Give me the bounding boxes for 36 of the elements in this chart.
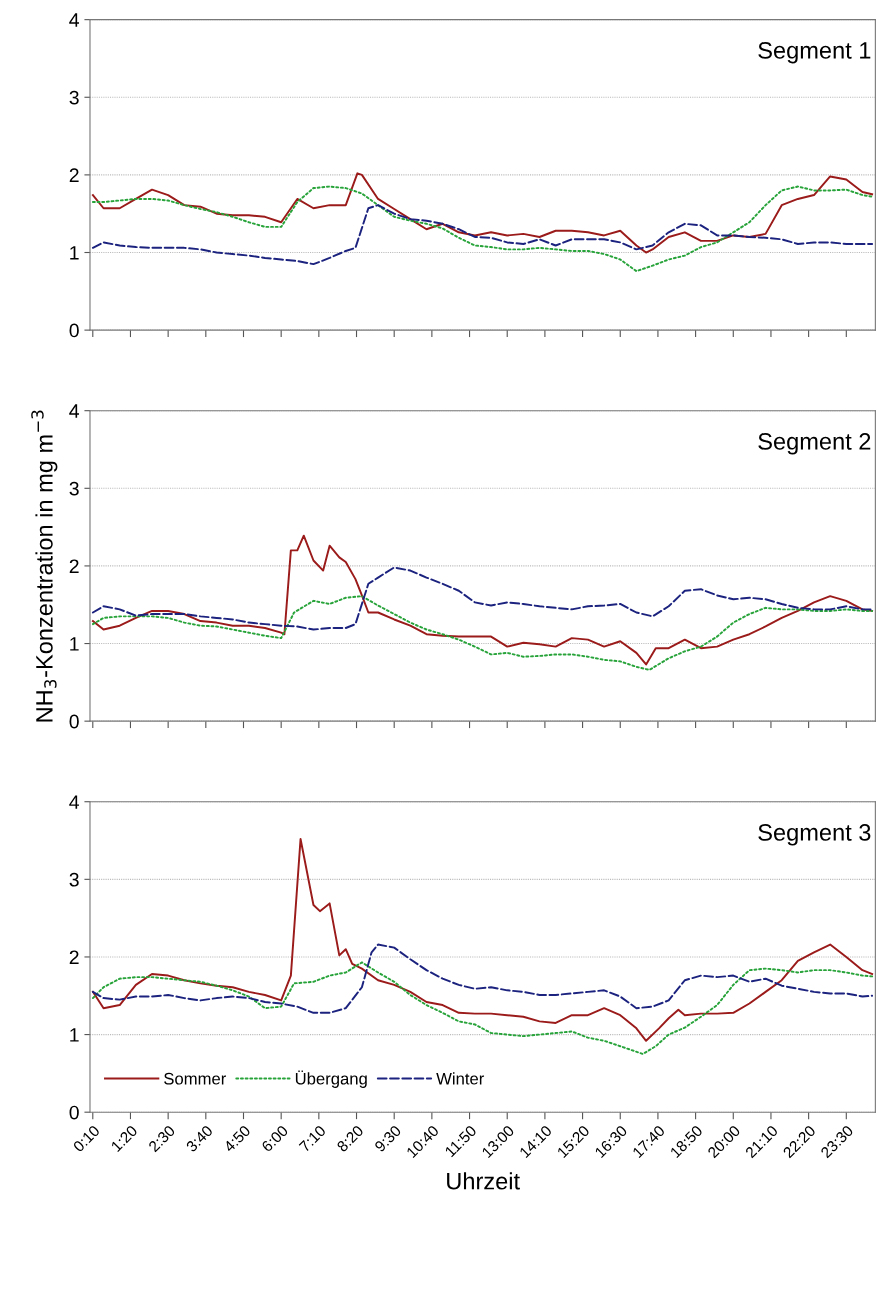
y-tick-label: 4 (69, 795, 80, 809)
line-series (91, 566, 874, 631)
y-tick-label: 3 (69, 90, 79, 105)
x-tick-label: 0:10 (72, 1124, 101, 1153)
x-tick-label: 4:50 (223, 1124, 252, 1153)
x-axis-title: Uhrzeit (447, 1172, 520, 1190)
y-tick-label: 0 (69, 714, 79, 729)
y-tick-label: 1 (70, 246, 79, 260)
legend-label: Winter (436, 1072, 485, 1085)
y-tick-label: 0 (69, 323, 79, 338)
y-tick-label: 2 (69, 950, 79, 964)
legend-label: Sommer (164, 1072, 227, 1085)
y-tick-label: 3 (69, 481, 79, 496)
y-axis-title: NH$_{3}$-Konzentration in mg m$^{−3}$ (31, 410, 58, 722)
line-series (91, 943, 874, 1014)
y-tick-label: 4 (69, 13, 80, 27)
line-series (91, 172, 874, 254)
y-tick-label: 4 (69, 404, 80, 418)
y-tick-label: 1 (70, 1028, 79, 1042)
x-tick-label: 9:30 (373, 1124, 402, 1153)
y-tick-label: 2 (69, 559, 79, 573)
y-tick-label: 3 (69, 872, 79, 887)
text: Segment 2 (758, 433, 871, 455)
x-tick-label: 6:00 (260, 1124, 289, 1153)
text: Segment 1 (758, 42, 871, 64)
y-tick-label: 2 (69, 168, 79, 182)
line-series (91, 595, 874, 671)
y-tick-label: 0 (69, 1105, 79, 1120)
y-tick-label: 1 (70, 637, 79, 651)
x-tick-label: 7:10 (298, 1124, 327, 1153)
legend-label: Übergang (295, 1070, 367, 1088)
line-series (91, 961, 874, 1055)
text: Segment 3 (758, 824, 871, 846)
line-series (91, 204, 874, 266)
line-series (91, 185, 874, 273)
line-series (91, 534, 874, 666)
